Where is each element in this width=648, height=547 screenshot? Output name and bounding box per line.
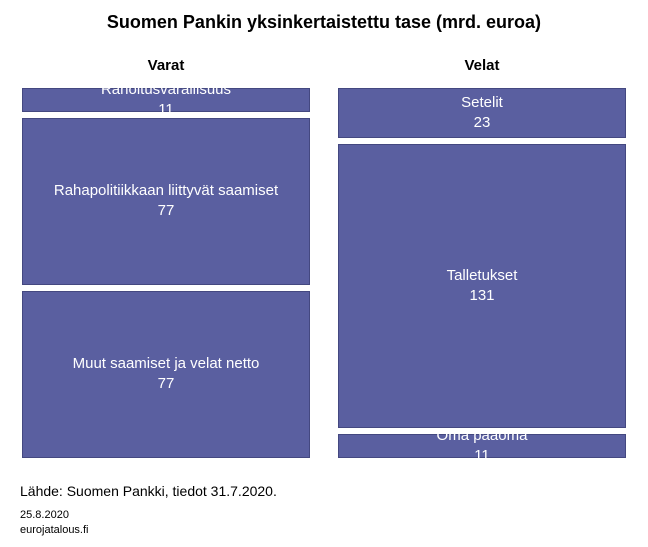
block-label: Talletukset: [447, 266, 518, 286]
liabilities-blocks: Setelit 23 Talletukset 131 Oma pääoma 11: [338, 88, 626, 458]
block-label: Rahoitusvarallisuus: [101, 80, 231, 100]
block-label: Setelit: [461, 93, 503, 113]
liabilities-column: Velat Setelit 23 Talletukset 131 Oma pää…: [338, 57, 626, 458]
block-rahoitusvarallisuus: Rahoitusvarallisuus 11: [22, 88, 310, 112]
block-value: 131: [469, 286, 494, 306]
footer-date: 25.8.2020: [20, 508, 89, 522]
balance-columns: Varat Rahoitusvarallisuus 11 Rahapolitii…: [20, 57, 628, 458]
block-label: Rahapolitiikkaan liittyvät saamiset: [54, 181, 278, 201]
liabilities-header: Velat: [338, 57, 626, 74]
block-value: 23: [474, 113, 491, 133]
block-setelit: Setelit 23: [338, 88, 626, 138]
footer-site: eurojatalous.fi: [20, 523, 89, 537]
block-talletukset: Talletukset 131: [338, 144, 626, 428]
block-rahapolitiikka-saamiset: Rahapolitiikkaan liittyvät saamiset 77: [22, 118, 310, 285]
block-label: Oma pääoma: [437, 426, 528, 446]
source-line: Lähde: Suomen Pankki, tiedot 31.7.2020.: [20, 483, 277, 499]
block-value: 77: [158, 374, 175, 394]
assets-column: Varat Rahoitusvarallisuus 11 Rahapolitii…: [22, 57, 310, 458]
block-oma-paaoma: Oma pääoma 11: [338, 434, 626, 458]
footer: 25.8.2020 eurojatalous.fi: [20, 508, 89, 537]
block-value: 11: [474, 446, 490, 466]
block-value: 77: [158, 201, 175, 221]
chart-title: Suomen Pankin yksinkertaistettu tase (mr…: [20, 12, 628, 33]
assets-header: Varat: [22, 57, 310, 74]
assets-blocks: Rahoitusvarallisuus 11 Rahapolitiikkaan …: [22, 88, 310, 458]
block-label: Muut saamiset ja velat netto: [73, 354, 260, 374]
block-muut-saamiset: Muut saamiset ja velat netto 77: [22, 291, 310, 458]
